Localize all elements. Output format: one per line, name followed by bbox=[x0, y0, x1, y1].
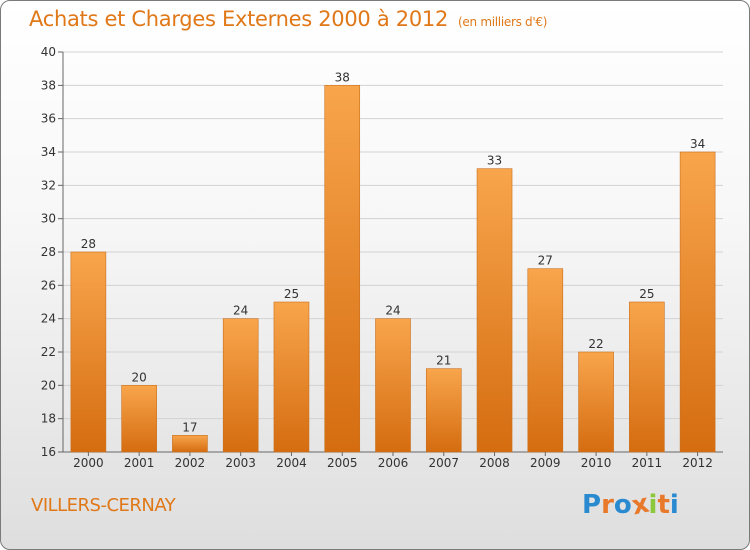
bar-2012 bbox=[679, 151, 716, 453]
x-tick-label: 2004 bbox=[276, 456, 307, 470]
x-tick-label: 2005 bbox=[327, 456, 358, 470]
bar-2004 bbox=[273, 301, 310, 453]
data-label: 28 bbox=[81, 237, 96, 251]
x-tick-label: 2000 bbox=[73, 456, 104, 470]
proxiti-logo: Proxiti bbox=[582, 489, 679, 522]
bar-2006 bbox=[375, 318, 411, 453]
bar-2002 bbox=[172, 435, 208, 453]
data-label: 22 bbox=[588, 337, 603, 351]
x-tick-label: 2008 bbox=[479, 456, 510, 470]
bar-2001 bbox=[121, 385, 157, 453]
chart-title-text: Achats et Charges Externes 2000 à 2012 bbox=[29, 7, 449, 31]
y-tick-label: 20 bbox=[41, 378, 56, 392]
bar-2003 bbox=[222, 318, 259, 453]
chart-title: Achats et Charges Externes 2000 à 2012 (e… bbox=[29, 7, 547, 31]
data-label: 27 bbox=[538, 254, 553, 268]
y-tick-label: 18 bbox=[41, 412, 56, 426]
data-label: 24 bbox=[385, 304, 400, 318]
data-label: 25 bbox=[639, 287, 654, 301]
x-tick-label: 2009 bbox=[530, 456, 561, 470]
bar-2011 bbox=[629, 301, 665, 453]
labels: 16 18 20 22 24 26 28 30 32 34 36 38 40 2000 28 2001 20 20… bbox=[41, 45, 713, 470]
data-label: 20 bbox=[132, 370, 147, 384]
y-tick-label: 38 bbox=[41, 78, 56, 92]
data-label: 24 bbox=[233, 304, 248, 318]
data-label: 21 bbox=[436, 354, 451, 368]
y-tick-label: 30 bbox=[41, 212, 56, 226]
logo-letter: t bbox=[657, 490, 670, 520]
x-tick-label: 2012 bbox=[682, 456, 713, 470]
bar-2005 bbox=[324, 85, 361, 453]
data-label: 33 bbox=[487, 154, 502, 168]
y-tick-label: 24 bbox=[41, 312, 56, 326]
x-tick-label: 2002 bbox=[175, 456, 206, 470]
logo-letter: i bbox=[648, 490, 658, 520]
y-tick-label: 36 bbox=[41, 112, 56, 126]
data-label: 38 bbox=[335, 70, 350, 84]
y-tick-label: 32 bbox=[41, 178, 56, 192]
y-tick-label: 26 bbox=[41, 278, 56, 292]
bar-2007 bbox=[425, 368, 462, 453]
logo-letter: i bbox=[669, 490, 679, 520]
place-name: VILLERS-CERNAY bbox=[31, 495, 176, 516]
y-tick-label: 40 bbox=[41, 45, 56, 59]
x-tick-label: 2011 bbox=[632, 456, 663, 470]
data-label: 25 bbox=[284, 287, 299, 301]
y-tick-label: 34 bbox=[41, 145, 56, 159]
data-label: 34 bbox=[690, 137, 705, 151]
bar-2010 bbox=[578, 351, 614, 453]
y-tick-label: 16 bbox=[41, 445, 56, 459]
y-tick-label: 28 bbox=[41, 245, 56, 259]
bar-2009 bbox=[527, 268, 564, 453]
x-tick-label: 2001 bbox=[124, 456, 155, 470]
bar-2000 bbox=[70, 251, 107, 453]
bars bbox=[70, 85, 716, 453]
x-tick-label: 2003 bbox=[225, 456, 256, 470]
x-tick-label: 2007 bbox=[428, 456, 459, 470]
x-tick-label: 2010 bbox=[581, 456, 612, 470]
x-tick-label: 2006 bbox=[378, 456, 409, 470]
logo-letter: r bbox=[601, 490, 614, 520]
bar-2008 bbox=[476, 168, 513, 453]
chart-subtitle: (en milliers d'€) bbox=[458, 15, 548, 29]
data-label: 17 bbox=[182, 420, 197, 434]
logo-letter: o bbox=[613, 490, 632, 520]
logo-letter: P bbox=[582, 490, 602, 520]
y-tick-label: 22 bbox=[41, 345, 56, 359]
